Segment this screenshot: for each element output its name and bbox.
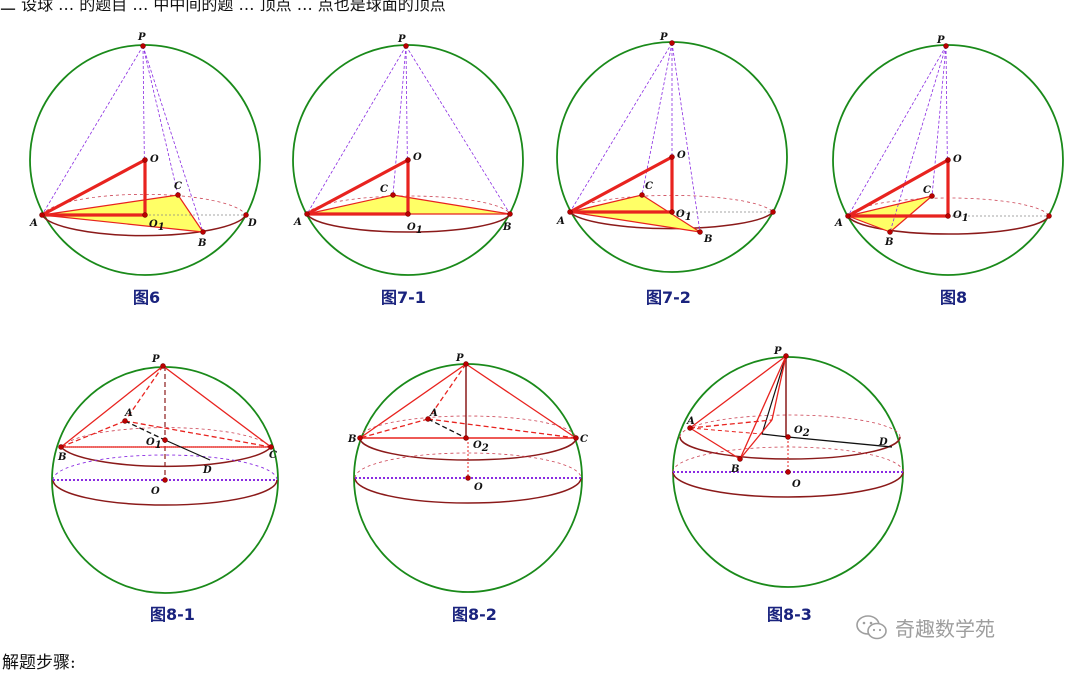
label-C: C [174,181,182,192]
caption-fig8-2: 图8-2 [452,605,497,624]
label-B: B [730,464,739,475]
figure-6: P O C A O1 B D [29,32,261,276]
label-O2: O2 [473,440,489,454]
label-O1: O1 [146,437,162,451]
figure-7-1: P O C A O1 B [292,34,524,276]
label-D: D [202,465,212,476]
label-P: P [397,34,406,45]
figure-8-2: P A B C O2 O [347,353,588,593]
label-A: A [834,218,843,229]
footer-text: 解题步骤: [2,653,76,673]
caption-fig8-3: 图8-3 [767,605,812,624]
label-P: P [936,35,945,46]
watermark: 奇趣数学苑 [855,613,995,642]
label-O: O [413,152,422,163]
label-P: P [151,354,160,365]
label-A: A [556,216,565,227]
label-C: C [580,434,588,445]
label-A: A [429,408,438,419]
label-C: C [645,181,653,192]
label-A: A [293,217,302,228]
label-B: B [197,238,206,249]
label-B: B [502,222,511,233]
caption-fig8: 图8 [940,288,968,307]
label-B: B [347,434,356,445]
label-D: D [247,218,257,229]
label-C: C [923,185,931,196]
figure-8-3: P A B O2 D O [672,346,904,588]
label-A: A [29,218,38,229]
label-B: B [57,452,66,463]
label-O2: O2 [794,425,810,439]
label-P: P [773,346,782,357]
label-C: C [380,184,388,195]
caption-fig6: 图6 [133,288,161,307]
label-P: P [659,32,668,43]
figure-7-2: P O C A O1 B [556,32,788,273]
label-O: O [150,154,159,165]
label-B: B [703,234,712,245]
label-A: A [686,416,695,427]
caption-fig8-1: 图8-1 [150,605,195,624]
label-O: O [474,482,483,493]
figure-8-1: P A B C O1 D O [51,354,279,594]
label-O: O [677,150,686,161]
watermark-text: 奇趣数学苑 [895,617,995,641]
label-C: C [269,450,277,461]
caption-fig7-1: 图7-1 [381,288,426,307]
label-P: P [455,353,464,364]
label-P: P [137,32,146,43]
label-O1: O1 [676,209,692,223]
label-O: O [953,154,962,165]
label-O1: O1 [953,210,969,224]
label-B: B [884,237,893,248]
figure-8: P O C A O1 B [832,35,1064,276]
header-text: 二 设球 … 的题目 … 中中间的题 … 顶点 … 点也是球面的顶点 [0,0,446,14]
wechat-icon [856,614,887,639]
label-O: O [792,479,801,490]
caption-fig7-2: 图7-2 [646,288,691,307]
label-O: O [151,486,160,497]
label-O1: O1 [407,222,423,236]
label-D: D [878,437,888,448]
label-O1: O1 [149,219,165,233]
label-A: A [124,408,133,419]
